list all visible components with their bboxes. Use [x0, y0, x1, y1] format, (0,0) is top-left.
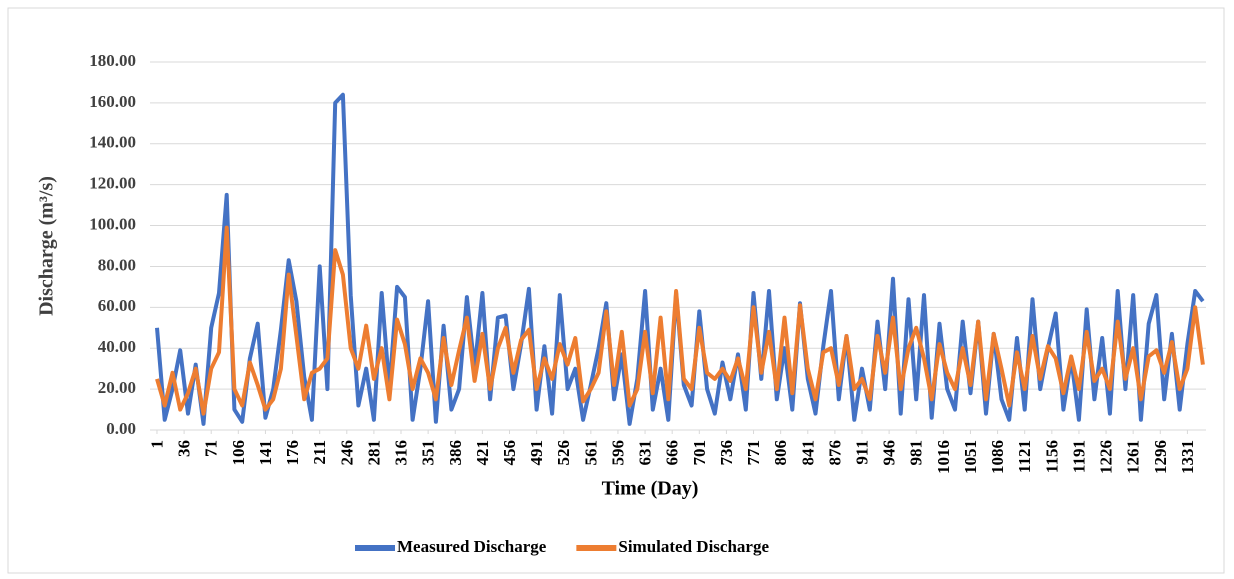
- legend-label: Simulated Discharge: [618, 537, 769, 556]
- x-tick-label: 631: [636, 440, 655, 466]
- x-tick-label: 841: [798, 440, 817, 466]
- x-tick-label: 281: [364, 440, 383, 466]
- x-tick-label: 1331: [1178, 440, 1197, 474]
- x-tick-label: 701: [690, 440, 709, 466]
- x-tick-label: 491: [527, 440, 546, 466]
- x-tick-label: 526: [554, 440, 573, 466]
- y-tick-label: 120.00: [89, 174, 136, 193]
- x-tick-label: 106: [229, 440, 248, 466]
- y-tick-label: 160.00: [89, 92, 136, 111]
- x-tick-label: 71: [202, 440, 221, 457]
- x-tick-label: 386: [446, 440, 465, 466]
- x-tick-label: 596: [608, 440, 627, 466]
- x-tick-label: 1086: [988, 440, 1007, 474]
- x-tick-label: 141: [256, 440, 275, 466]
- x-tick-label: 981: [907, 440, 926, 466]
- x-tick-label: 246: [337, 440, 356, 466]
- x-tick-label: 176: [283, 440, 302, 466]
- x-tick-label: 806: [771, 440, 790, 466]
- y-tick-label: 60.00: [98, 296, 136, 315]
- y-tick-label: 80.00: [98, 255, 136, 274]
- x-tick-label: 1016: [934, 440, 953, 474]
- x-tick-label: 876: [825, 440, 844, 466]
- x-tick-label: 1: [147, 440, 166, 449]
- x-tick-label: 1226: [1097, 440, 1116, 474]
- y-tick-label: 100.00: [89, 214, 136, 233]
- x-axis-label: Time (Day): [602, 478, 699, 500]
- data-line: [155, 225, 1205, 416]
- y-tick-label: 20.00: [98, 378, 136, 397]
- y-tick-label: 40.00: [98, 337, 136, 356]
- x-tick-label: 1296: [1151, 440, 1170, 474]
- x-tick-label: 456: [500, 440, 519, 466]
- x-tick-label: 316: [392, 440, 411, 466]
- y-tick-label: 0.00: [106, 419, 136, 438]
- x-tick-label: 736: [717, 440, 736, 466]
- x-tick-label: 771: [744, 440, 763, 466]
- x-tick-label: 911: [853, 440, 872, 465]
- x-tick-label: 946: [880, 440, 899, 466]
- x-tick-label: 561: [581, 440, 600, 466]
- x-tick-label: 421: [473, 440, 492, 466]
- y-tick-label: 140.00: [89, 133, 136, 152]
- y-axis-label: Discharge (m³/s): [36, 176, 58, 316]
- x-tick-label: 1051: [961, 440, 980, 474]
- x-tick-label: 211: [310, 440, 329, 465]
- x-tick-label: 1156: [1042, 440, 1061, 473]
- x-tick-label: 36: [175, 440, 194, 457]
- x-tick-label: 1261: [1124, 440, 1143, 474]
- x-tick-label: 1121: [1015, 440, 1034, 473]
- chart-frame: [7, 7, 1225, 574]
- x-tick-label: 1191: [1069, 440, 1088, 473]
- y-tick-label: 180.00: [89, 51, 136, 70]
- x-tick-label: 666: [663, 440, 682, 466]
- legend-label: Measured Discharge: [397, 537, 547, 556]
- x-tick-label: 351: [419, 440, 438, 466]
